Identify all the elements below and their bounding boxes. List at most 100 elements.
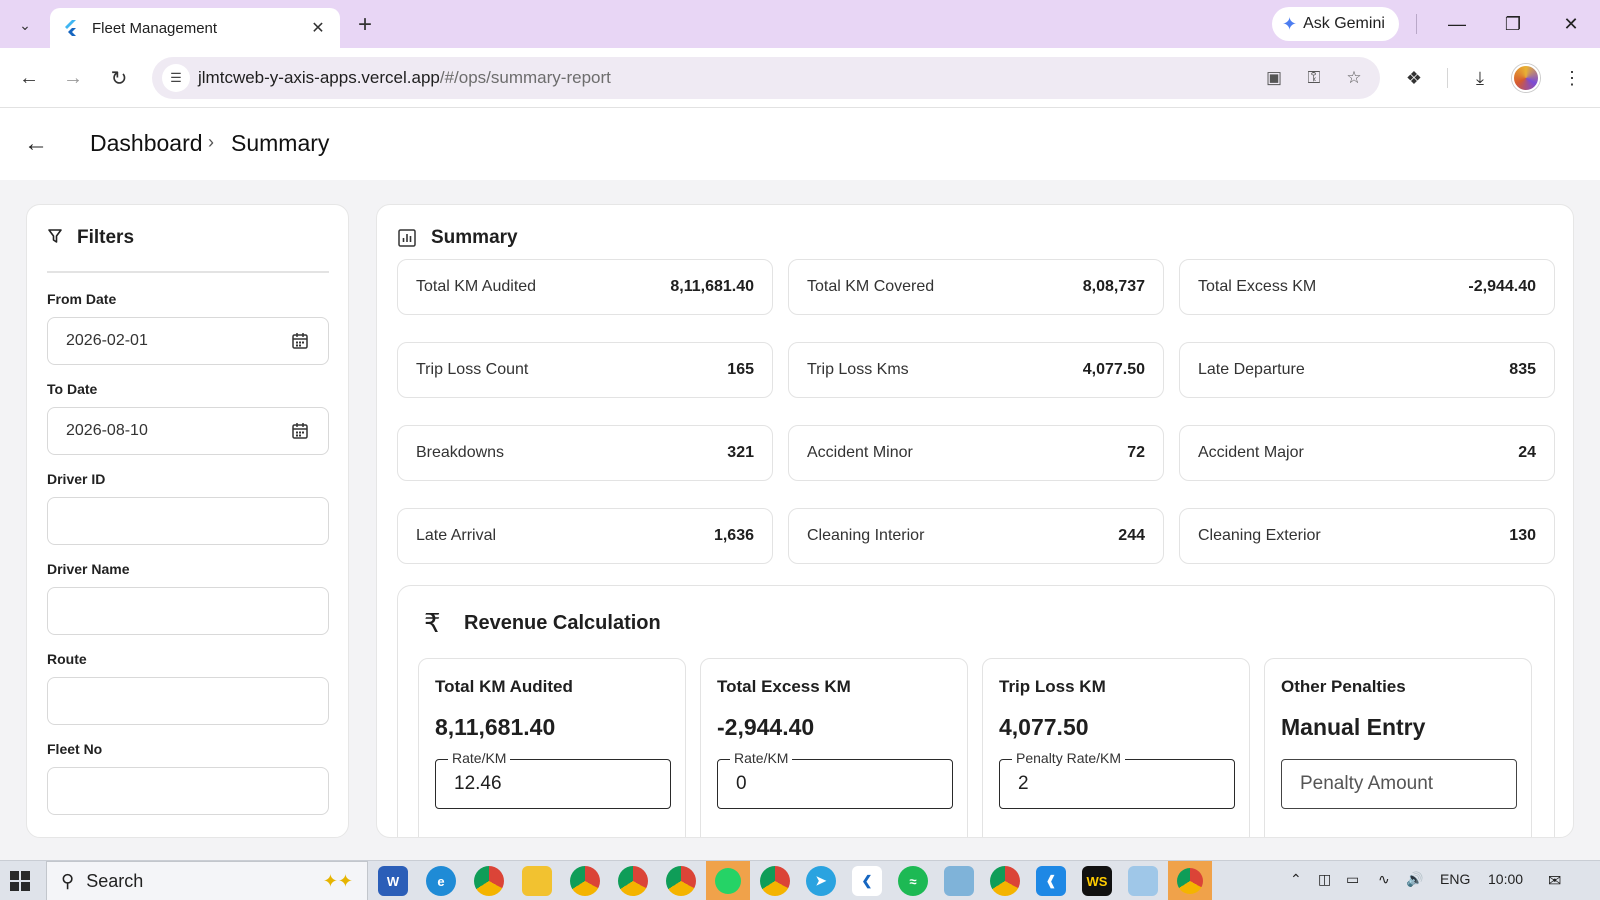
file-explorer-icon[interactable]	[522, 866, 552, 896]
stat-value: 72	[1127, 444, 1145, 461]
driver-id-input[interactable]	[47, 497, 329, 545]
stat-card-breakdowns: Breakdowns 321	[397, 425, 773, 481]
stat-card-trip-loss-kms: Trip Loss Kms 4,077.50	[788, 342, 1164, 398]
revenue-card-value: -2,944.40	[717, 714, 815, 740]
revenue-card-value: Manual Entry	[1281, 714, 1426, 740]
excess-rate-per-km-value: 0	[736, 773, 747, 794]
stat-card-cleaning-exterior: Cleaning Exterior 130	[1179, 508, 1555, 564]
taskbar-search-box[interactable]: ⚲ Search ✦✦	[46, 861, 368, 900]
tab-search-chevron-icon[interactable]: ⌄	[19, 16, 31, 33]
ask-gemini-button[interactable]: ✦ Ask Gemini	[1272, 7, 1399, 41]
edge-app-icon[interactable]: e	[426, 866, 456, 896]
summary-title: Summary	[431, 227, 518, 248]
download-icon[interactable]: ⤓	[1476, 67, 1484, 88]
wifi-icon[interactable]: ∿	[1378, 871, 1390, 887]
revenue-title: Revenue Calculation	[464, 612, 661, 634]
bookmark-star-icon[interactable]: ☆	[1346, 68, 1362, 87]
revenue-card-other-penalties: Other Penalties Manual Entry Penalty Amo…	[1264, 658, 1532, 837]
browser-menu-kebab-icon[interactable]: ⋮	[1563, 67, 1581, 88]
stat-card-trip-loss-count: Trip Loss Count 165	[397, 342, 773, 398]
close-window-icon[interactable]: ✕	[1563, 13, 1579, 34]
revenue-card-title: Total KM Audited	[435, 677, 573, 696]
tab-title: Fleet Management	[92, 19, 218, 37]
address-bar[interactable]: ☰ jlmtcweb-y-axis-apps.vercel.app/#/ops/…	[152, 57, 1380, 99]
chrome-active-app-icon[interactable]	[990, 866, 1020, 896]
breadcrumb-dashboard-link[interactable]: Dashboard	[90, 130, 203, 156]
from-date-label: From Date	[47, 291, 117, 307]
stat-card-accident-major: Accident Major 24	[1179, 425, 1555, 481]
chrome-profile-icon[interactable]	[618, 866, 648, 896]
site-settings-icon[interactable]: ☰	[162, 64, 190, 92]
chrome-profile-icon[interactable]	[570, 866, 600, 896]
new-tab-plus-icon[interactable]: +	[357, 11, 372, 38]
restore-icon[interactable]: ❐	[1504, 13, 1522, 34]
stat-value: 835	[1509, 361, 1536, 378]
calendar-icon[interactable]	[290, 421, 310, 441]
spotify-app-icon[interactable]: ≈	[898, 866, 928, 896]
minimize-icon[interactable]: —	[1448, 13, 1466, 34]
stat-label: Accident Minor	[807, 444, 913, 461]
stat-card-late-arrival: Late Arrival 1,636	[397, 508, 773, 564]
forward-arrow-icon[interactable]: →	[63, 66, 83, 89]
volume-icon[interactable]: 🔊	[1406, 871, 1424, 887]
url-text[interactable]: jlmtcweb-y-axis-apps.vercel.app/#/ops/su…	[198, 68, 611, 88]
penalty-rate-per-km-input[interactable]: Penalty Rate/KM 2	[999, 750, 1235, 809]
clock-time[interactable]: 10:00	[1488, 871, 1524, 887]
word-app-icon[interactable]: W	[378, 866, 408, 896]
utility-app-icon[interactable]	[1128, 866, 1158, 896]
route-input[interactable]	[47, 677, 329, 725]
tab-close-icon[interactable]: ✕	[311, 20, 325, 37]
notifications-icon[interactable]: ✉	[1548, 873, 1562, 890]
whatsapp-app-icon[interactable]	[706, 861, 750, 900]
back-arrow-icon[interactable]: ←	[19, 66, 39, 89]
chrome-app-icon[interactable]	[474, 866, 504, 896]
webstorm-app-icon[interactable]: WS	[1082, 866, 1112, 896]
from-date-value: 2026-02-01	[66, 332, 148, 349]
vscode-app-icon[interactable]: ❰	[1036, 866, 1066, 896]
stat-label: Total Excess KM	[1198, 278, 1317, 295]
windows-start-icon[interactable]	[10, 871, 30, 891]
stat-label: Late Departure	[1198, 361, 1305, 378]
stat-card-late-departure: Late Departure 835	[1179, 342, 1555, 398]
stat-card-cleaning-interior: Cleaning Interior 244	[788, 508, 1164, 564]
tray-device-icon[interactable]: ◫	[1318, 871, 1332, 887]
extensions-puzzle-icon[interactable]: ❖	[1405, 67, 1423, 88]
revenue-card-title: Total Excess KM	[717, 677, 851, 696]
revenue-card-title: Trip Loss KM	[999, 677, 1106, 696]
page-back-arrow-icon[interactable]: ←	[24, 130, 48, 157]
battery-icon[interactable]: ▭	[1346, 871, 1360, 887]
profile-avatar[interactable]	[1512, 64, 1540, 92]
rate-per-km-input[interactable]: Rate/KM 12.46	[435, 750, 671, 809]
notes-app-icon[interactable]	[944, 866, 974, 896]
revenue-card-total-km-audited: Total KM Audited 8,11,681.40 Rate/KM 12.…	[418, 658, 686, 837]
reload-icon[interactable]: ↻	[110, 67, 128, 90]
browser-tab-active[interactable]: Fleet Management ✕	[50, 8, 340, 48]
app-header: ← Dashboard › Summary	[0, 108, 1600, 180]
from-date-field[interactable]: 2026-02-01	[47, 317, 329, 365]
stat-value: 321	[727, 444, 754, 461]
to-date-field[interactable]: 2026-08-10	[47, 407, 329, 455]
stat-label: Trip Loss Count	[416, 361, 529, 378]
flutter-app-icon[interactable]: ❮	[852, 866, 882, 896]
calendar-icon[interactable]	[290, 331, 310, 351]
revenue-header: ₹ Revenue Calculation	[424, 608, 661, 639]
tray-overflow-chevron-icon[interactable]: ⌃	[1290, 871, 1302, 887]
stat-value: 130	[1509, 527, 1536, 544]
language-indicator[interactable]: ENG	[1440, 871, 1471, 887]
revenue-card-trip-loss-km: Trip Loss KM 4,077.50 Penalty Rate/KM 2	[982, 658, 1250, 837]
stat-value: 244	[1118, 527, 1145, 544]
fleet-no-label: Fleet No	[47, 741, 103, 757]
fleet-no-input[interactable]	[47, 767, 329, 815]
password-key-icon[interactable]: ⚿	[1307, 68, 1321, 87]
chrome-highlighted-app-icon[interactable]	[1168, 861, 1212, 900]
chrome-profile-icon[interactable]	[666, 866, 696, 896]
search-highlight-sparkle-icon: ✦✦	[322, 870, 353, 891]
penalty-rate-per-km-label: Penalty Rate/KM	[1012, 750, 1126, 766]
penalty-amount-input[interactable]: Penalty Amount	[1281, 759, 1517, 809]
revenue-calculation-section: ₹ Revenue Calculation Total KM Audited 8…	[397, 585, 1555, 837]
install-app-icon[interactable]: ▣	[1265, 68, 1283, 87]
driver-name-input[interactable]	[47, 587, 329, 635]
excess-rate-per-km-input[interactable]: Rate/KM 0	[717, 750, 953, 809]
telegram-app-icon[interactable]: ➤	[806, 866, 836, 896]
chrome-profile-icon[interactable]	[760, 866, 790, 896]
